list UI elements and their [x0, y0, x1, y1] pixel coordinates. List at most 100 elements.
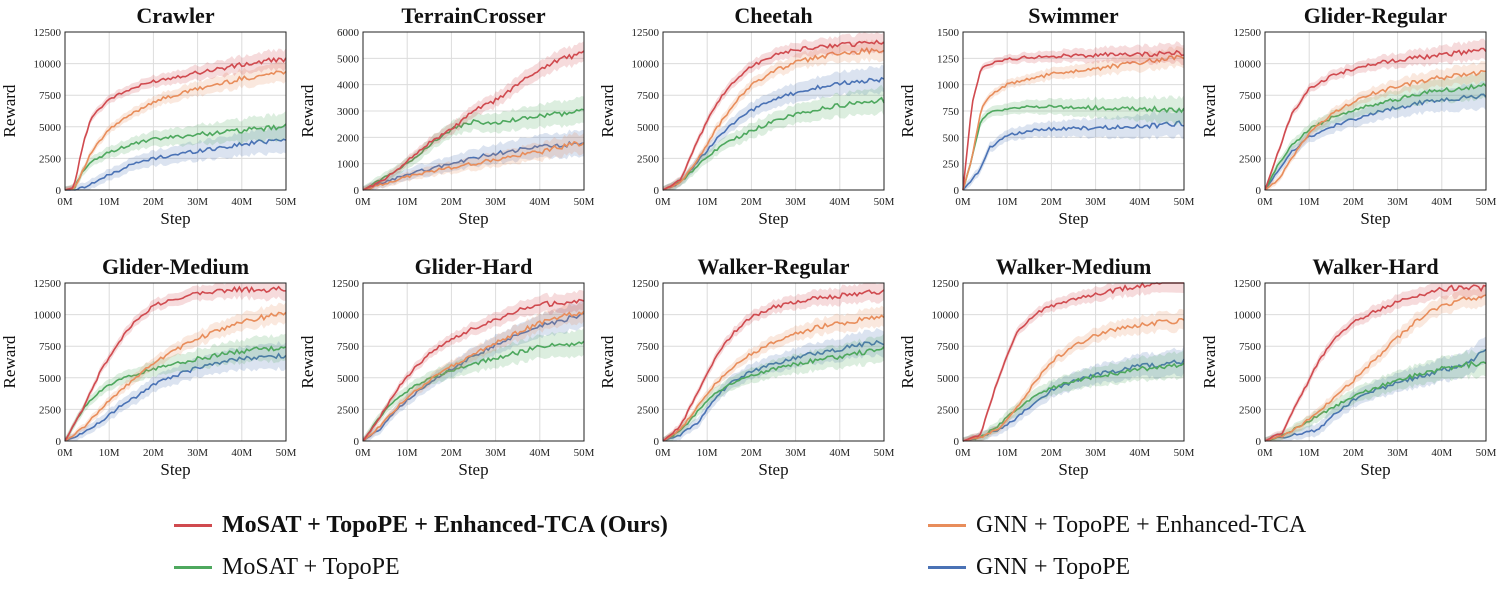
- x-tick-label: 40M: [1129, 196, 1150, 208]
- y-tick-label: 10000: [932, 310, 960, 322]
- series-line-gnn-topope-enhanced-tca: [1264, 69, 1487, 191]
- series-line-gnn-topope-enhanced-tca: [362, 140, 585, 191]
- x-tick-label: 20M: [741, 447, 762, 459]
- x-tick-label: 20M: [143, 447, 164, 459]
- series-line-gnn-topope: [65, 138, 287, 191]
- legend-item-mosat: MoSAT + TopoPE: [174, 552, 400, 582]
- x-tick-label: 30M: [485, 196, 506, 208]
- series-line-mosat-topope-enhanced-tca-ours: [362, 50, 585, 191]
- y-tick-label: 0: [56, 185, 62, 197]
- x-tick-label: 10M: [397, 196, 418, 208]
- y-tick-label: 12500: [332, 278, 360, 290]
- x-tick-label: 30M: [1387, 196, 1408, 208]
- series-band-gnn-topope-enhanced-tca: [363, 132, 584, 190]
- plot-frame: [1264, 31, 1487, 191]
- x-tick-label: 20M: [1343, 447, 1364, 459]
- y-tick-label: 500: [943, 132, 960, 144]
- plot-frame: [362, 282, 585, 442]
- x-tick-label: 10M: [697, 196, 718, 208]
- series-band-mosat-topope: [663, 333, 884, 441]
- chart-title: Glider-Medium: [102, 254, 249, 279]
- y-tick-label: 2500: [337, 404, 360, 416]
- chart-walker-medium: Walker-Medium 0 2500 5000 7500 10000 12500 0M 10…: [898, 254, 1195, 479]
- y-tick-label: 0: [654, 436, 660, 448]
- y-tick-label: 1250: [937, 53, 960, 65]
- y-axis-label: Reward: [598, 84, 617, 137]
- y-tick-label: 2500: [937, 404, 960, 416]
- y-tick-label: 5000: [337, 373, 360, 385]
- x-tick-label: 50M: [1174, 196, 1195, 208]
- x-axis-label: Step: [758, 209, 788, 228]
- chart-glider-hard: Glider-Hard 0 2500 5000 7500 10000 12500 0M 10M 2…: [298, 254, 595, 479]
- series-band-gnn-topope: [65, 340, 286, 441]
- series-line-gnn-topope-enhanced-tca: [962, 54, 1185, 191]
- plot-frame: [64, 31, 287, 191]
- chart-title: Glider-Regular: [1304, 3, 1448, 28]
- y-axis-label: Reward: [298, 335, 317, 388]
- series-line-mosat-topope: [64, 123, 287, 191]
- series-line-mosat-topope-enhanced-tca-ours: [64, 285, 287, 442]
- series-band-mosat-topope: [963, 94, 1184, 190]
- x-tick-label: 0M: [355, 447, 371, 459]
- series-line-gnn-topope: [362, 312, 585, 442]
- y-tick-label: 0: [354, 436, 360, 448]
- series-line-gnn-topope: [362, 140, 585, 191]
- series-band-mosat-topope: [363, 327, 584, 441]
- legend-swatch-gnn: [928, 565, 966, 569]
- chart-title: Walker-Regular: [698, 254, 850, 279]
- x-tick-label: 10M: [997, 447, 1018, 459]
- x-tick-label: 40M: [1431, 196, 1452, 208]
- y-tick-label: 2500: [39, 153, 62, 165]
- series-line-gnn-topope: [1264, 348, 1487, 442]
- y-tick-label: 1000: [937, 80, 960, 92]
- plot-frame: [662, 31, 885, 191]
- series-band-mosat-topope-enhanced-tca-ours: [1265, 38, 1486, 190]
- y-tick-label: 0: [1256, 185, 1262, 197]
- plot-frame: [962, 282, 1185, 442]
- y-tick-label: 7500: [937, 341, 960, 353]
- x-axis-label: Step: [160, 209, 190, 228]
- series-line-mosat-topope: [64, 345, 287, 442]
- y-tick-label: 2000: [337, 132, 360, 144]
- x-tick-label: 10M: [99, 196, 120, 208]
- series-line-mosat-topope-enhanced-tca-ours: [662, 39, 885, 191]
- y-tick-label: 5000: [1239, 122, 1262, 134]
- y-axis-label: Reward: [1200, 335, 1219, 388]
- y-tick-label: 2500: [39, 404, 62, 416]
- chart-cheetah: Cheetah 0 2500 5000 7500 10000 12500 0M 10M 20M 30…: [598, 3, 895, 228]
- series-band-gnn-topope: [963, 108, 1184, 190]
- y-tick-label: 10000: [632, 310, 660, 322]
- y-tick-label: 750: [943, 106, 960, 118]
- series-line-mosat-topope-enhanced-tca-ours: [1264, 47, 1487, 191]
- x-tick-label: 50M: [276, 447, 297, 459]
- x-axis-label: Step: [458, 209, 488, 228]
- series-band-mosat-topope-enhanced-tca-ours: [65, 47, 286, 190]
- y-tick-label: 7500: [39, 90, 62, 102]
- y-tick-label: 1000: [337, 159, 360, 171]
- y-tick-label: 7500: [1239, 341, 1262, 353]
- series-band-gnn-topope-enhanced-tca: [663, 305, 884, 441]
- y-tick-label: 10000: [1234, 59, 1262, 71]
- series-line-mosat-topope-enhanced-tca-ours: [662, 289, 885, 442]
- x-tick-label: 50M: [874, 447, 895, 459]
- y-tick-label: 7500: [637, 90, 660, 102]
- y-tick-label: 10000: [1234, 310, 1262, 322]
- series-band-mosat-topope: [65, 333, 286, 441]
- x-tick-label: 50M: [574, 447, 595, 459]
- x-tick-label: 50M: [1476, 447, 1497, 459]
- legend-swatch-ours: [174, 523, 212, 527]
- series-line-mosat-topope-enhanced-tca-ours: [362, 298, 585, 442]
- x-tick-label: 10M: [99, 447, 120, 459]
- chart-walker-hard: Walker-Hard 0 2500 5000 7500 10000 12500 0M 10M 2…: [1200, 254, 1497, 479]
- y-axis-label: Reward: [898, 335, 917, 388]
- x-axis-label: Step: [758, 460, 788, 479]
- y-tick-label: 5000: [937, 373, 960, 385]
- x-tick-label: 30M: [785, 196, 806, 208]
- x-tick-label: 30M: [1387, 447, 1408, 459]
- chart-swimmer: Swimmer 0 250 500 750 1000 1250 1500 0M 10M 20M 30M…: [898, 3, 1195, 228]
- series-line-mosat-topope: [1264, 82, 1487, 191]
- x-tick-label: 10M: [997, 196, 1018, 208]
- series-band-gnn-topope: [65, 126, 286, 190]
- x-tick-label: 50M: [1174, 447, 1195, 459]
- series-band-mosat-topope: [963, 349, 1184, 441]
